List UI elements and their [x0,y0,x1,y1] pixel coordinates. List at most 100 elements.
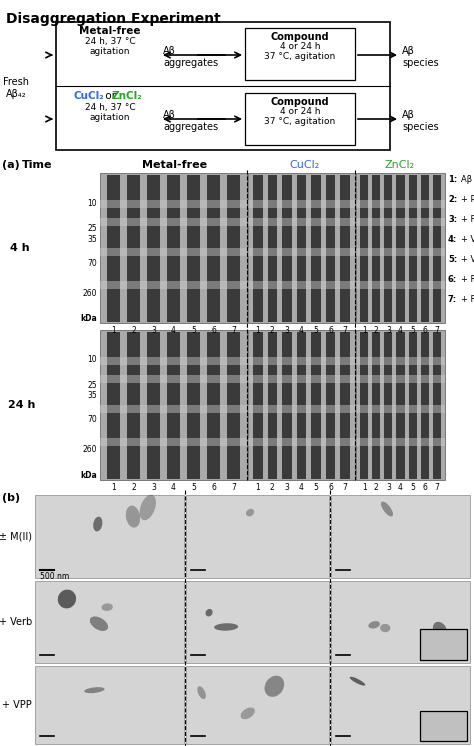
Bar [56,22,390,150]
Text: 5: 5 [191,483,196,492]
Ellipse shape [433,622,447,636]
Bar [384,175,392,322]
Bar [147,175,160,322]
Text: 3: 3 [284,483,289,492]
Ellipse shape [264,676,284,697]
Text: Compound: Compound [271,97,329,107]
Bar [340,331,350,478]
Bar [372,175,380,322]
Bar [248,200,355,207]
Bar [248,281,355,289]
Text: 260: 260 [82,289,97,298]
Bar [245,93,355,145]
Bar [282,175,292,322]
Ellipse shape [101,604,113,611]
Bar [35,666,184,744]
Text: Aβ
species: Aβ species [402,110,438,131]
Ellipse shape [58,589,76,609]
Text: (b): (b) [2,493,20,503]
Text: 3:: 3: [448,215,457,224]
Bar [297,175,306,322]
Text: + Verb: + Verb [461,235,474,244]
Bar [360,331,368,478]
Ellipse shape [126,506,140,527]
Text: Metal-free: Metal-free [79,26,141,36]
Bar [100,357,247,365]
Bar [100,405,247,413]
Text: 6: 6 [328,326,333,335]
Text: 7: 7 [343,483,347,492]
Text: Time: Time [22,160,53,170]
Text: 3: 3 [386,483,391,492]
Text: kDa: kDa [80,471,97,480]
Text: + VPP: + VPP [461,255,474,264]
Text: 2: 2 [131,483,136,492]
Bar [253,175,263,322]
Bar [396,331,404,478]
Text: 2: 2 [270,326,275,335]
Text: 1: 1 [111,326,116,335]
Bar [35,495,184,578]
Bar [340,175,350,322]
Text: 10: 10 [87,356,97,365]
Bar [248,357,355,365]
Text: Aβ ± M(II): Aβ ± M(II) [0,531,32,542]
Text: 4 or 24 h
37 °C, agitation: 4 or 24 h 37 °C, agitation [264,42,336,61]
Text: ZnCl₂: ZnCl₂ [112,91,143,101]
Bar [100,248,247,255]
Text: 4: 4 [171,483,176,492]
Text: 6: 6 [211,483,216,492]
Bar [356,200,445,207]
Bar [147,331,160,478]
Bar [421,175,429,322]
Bar [167,175,180,322]
Bar [100,173,247,323]
Bar [107,331,120,478]
Text: 5: 5 [314,483,319,492]
Ellipse shape [380,624,391,632]
Text: 24 h, 37 °C
agitation: 24 h, 37 °C agitation [85,103,135,122]
Text: 35: 35 [87,234,97,243]
Bar [372,331,380,478]
Text: 5:: 5: [448,255,457,264]
Text: 70: 70 [87,416,97,424]
Text: CuCl₂: CuCl₂ [74,91,105,101]
Bar [356,405,445,413]
Text: Aβ
aggregates: Aβ aggregates [163,110,218,131]
Bar [331,666,470,744]
Text: 6: 6 [328,483,333,492]
Text: Aβ ± M(II): Aβ ± M(II) [461,175,474,184]
Ellipse shape [197,686,206,699]
Text: 1: 1 [255,483,260,492]
Ellipse shape [241,707,255,719]
Ellipse shape [246,509,254,516]
Bar [248,248,355,255]
Bar [360,175,368,322]
Bar [186,581,329,663]
Bar [384,331,392,478]
Bar [187,331,200,478]
Text: 1: 1 [362,483,366,492]
Text: 2: 2 [374,483,379,492]
Text: CuCl₂: CuCl₂ [290,160,320,170]
Text: 25: 25 [87,381,97,390]
Text: 1: 1 [255,326,260,335]
Bar [245,28,355,80]
Ellipse shape [381,501,393,516]
Text: Metal-free: Metal-free [143,160,208,170]
Text: Compound: Compound [271,32,329,42]
Bar [186,495,329,578]
Text: 4:: 4: [448,235,457,244]
Text: 4: 4 [299,483,304,492]
Bar [100,438,247,445]
Ellipse shape [368,621,380,629]
Text: 4: 4 [299,326,304,335]
Text: 2: 2 [374,326,379,335]
Bar [331,495,470,578]
Bar [248,438,355,445]
Bar [282,331,292,478]
Text: 4: 4 [398,483,403,492]
Text: + R2: + R2 [461,295,474,304]
Bar [420,629,467,660]
Text: ZnCl₂: ZnCl₂ [385,160,415,170]
